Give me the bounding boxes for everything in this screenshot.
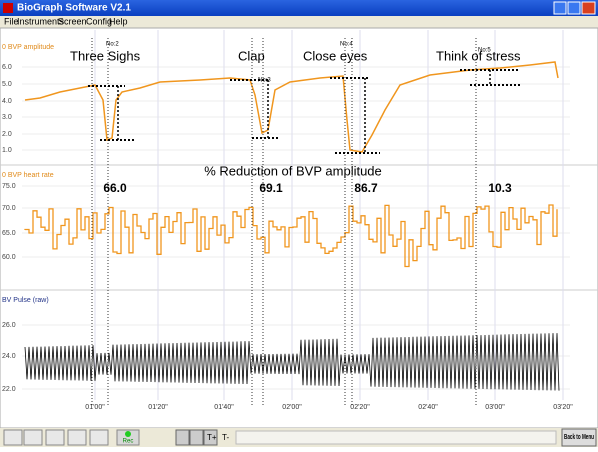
menu-item[interactable]: Screen (58, 16, 87, 26)
y-tick-label: 75.0 (2, 183, 16, 190)
y-tick-label: 5.0 (2, 81, 12, 88)
y-tick-label: 3.0 (2, 114, 12, 121)
app-icon (3, 3, 13, 13)
maximize[interactable] (567, 1, 581, 15)
time-label: 02'00" (282, 404, 302, 411)
event-number: No:5 (478, 48, 491, 54)
view-button[interactable] (175, 429, 190, 446)
menu-item[interactable]: File (4, 16, 19, 26)
minimize[interactable] (553, 1, 567, 15)
view-button[interactable] (189, 429, 204, 446)
y-tick-label: 70.0 (2, 205, 16, 212)
y-tick-label: 26.0 (2, 322, 16, 329)
y-tick-label: 60.0 (2, 254, 16, 261)
menu-item[interactable]: Instruments (17, 16, 65, 26)
event-label: Three Sighs (70, 48, 141, 63)
reduction-value: 86.7 (354, 181, 378, 195)
event-number: No:2 (106, 42, 119, 48)
menu-item[interactable]: Config (86, 16, 112, 26)
panel-label: 0 BVP amplitude (2, 44, 54, 51)
y-tick-label: 22.0 (2, 386, 16, 393)
event-label: Think of stress (436, 48, 521, 63)
event-number: No:3 (258, 78, 271, 84)
menu-item[interactable]: Help (109, 16, 128, 26)
back-label[interactable]: Back to Menu (564, 434, 594, 441)
panel-label: BV Pulse (raw) (2, 297, 49, 304)
rec-button[interactable] (116, 429, 140, 446)
rec-label: Rec (123, 439, 134, 445)
y-tick-label: 1.0 (2, 147, 12, 154)
playback-button[interactable] (89, 429, 109, 446)
reduction-value: 69.1 (259, 181, 283, 195)
window-title: BioGraph Software V2.1 (17, 3, 131, 14)
event-label: Close eyes (303, 48, 368, 63)
rec-led (125, 431, 131, 437)
amplitude-trace (24, 61, 559, 153)
time-label: 01'00" (85, 404, 105, 411)
playback-button[interactable] (67, 429, 87, 446)
close[interactable] (581, 1, 596, 15)
scrollbar (235, 430, 557, 445)
reduction-heading: % Reduction of BVP amplitude (204, 163, 382, 178)
y-tick-label: 65.0 (2, 230, 16, 237)
menu-bar (0, 16, 598, 28)
reduction-value: 66.0 (103, 181, 127, 195)
view-button[interactable] (203, 429, 218, 446)
reduction-value: 10.3 (488, 181, 512, 195)
time-label: 01'40" (214, 404, 234, 411)
pulse-trace (24, 333, 560, 391)
playback-button[interactable] (45, 429, 65, 446)
panel-label: 0 BVP heart rate (2, 172, 54, 179)
playback-button[interactable] (3, 429, 23, 446)
title-bar (0, 0, 598, 16)
zoom-in[interactable]: T+ (207, 433, 217, 442)
time-label: 02'20" (350, 404, 370, 411)
time-label: 03'20" (553, 404, 573, 411)
event-number: No:4 (340, 42, 353, 48)
time-label: 03'00" (485, 404, 505, 411)
y-tick-label: 24.0 (2, 353, 16, 360)
y-tick-label: 2.0 (2, 131, 12, 138)
playback-button[interactable] (23, 429, 43, 446)
time-label: 02'40" (418, 404, 438, 411)
y-tick-label: 6.0 (2, 64, 12, 71)
heart-rate-trace (24, 204, 558, 268)
back-button[interactable] (561, 428, 597, 447)
event-label: Clap (238, 48, 265, 63)
time-label: 01'20" (148, 404, 168, 411)
zoom-out[interactable]: T- (222, 433, 229, 442)
y-tick-label: 4.0 (2, 98, 12, 105)
